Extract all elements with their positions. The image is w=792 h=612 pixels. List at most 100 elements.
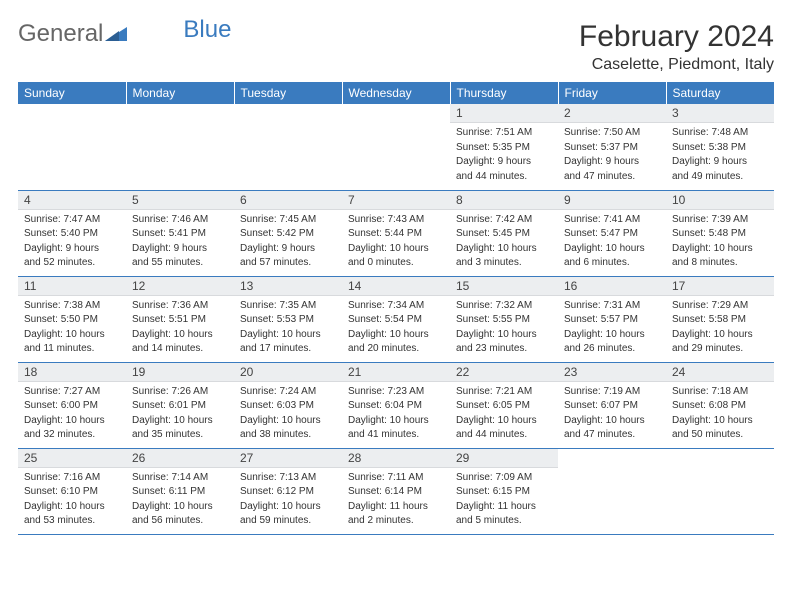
- daylight2-text: and 26 minutes.: [564, 342, 660, 356]
- daylight1-text: Daylight: 9 hours: [132, 242, 228, 256]
- sunrise-text: Sunrise: 7:24 AM: [240, 385, 336, 399]
- daylight1-text: Daylight: 10 hours: [456, 328, 552, 342]
- day-number: 28: [342, 449, 450, 468]
- daylight1-text: Daylight: 10 hours: [24, 328, 120, 342]
- daylight2-text: and 23 minutes.: [456, 342, 552, 356]
- day-number: 7: [342, 191, 450, 210]
- daylight1-text: Daylight: 9 hours: [672, 155, 768, 169]
- day-details: Sunrise: 7:11 AMSunset: 6:14 PMDaylight:…: [342, 468, 450, 533]
- sunset-text: Sunset: 6:10 PM: [24, 485, 120, 499]
- sunrise-text: Sunrise: 7:21 AM: [456, 385, 552, 399]
- sunrise-text: Sunrise: 7:35 AM: [240, 299, 336, 313]
- daylight2-text: and 47 minutes.: [564, 428, 660, 442]
- calendar-day-cell: 23Sunrise: 7:19 AMSunset: 6:07 PMDayligh…: [558, 362, 666, 448]
- day-details: Sunrise: 7:14 AMSunset: 6:11 PMDaylight:…: [126, 468, 234, 533]
- month-title: February 2024: [579, 20, 774, 54]
- weekday-header: Sunday: [18, 82, 126, 104]
- daylight2-text: and 11 minutes.: [24, 342, 120, 356]
- day-details: Sunrise: 7:47 AMSunset: 5:40 PMDaylight:…: [18, 210, 126, 275]
- calendar-day-cell: 18Sunrise: 7:27 AMSunset: 6:00 PMDayligh…: [18, 362, 126, 448]
- calendar-day-cell: ..: [342, 104, 450, 190]
- day-number: 3: [666, 104, 774, 123]
- day-number: 16: [558, 277, 666, 296]
- sunset-text: Sunset: 5:40 PM: [24, 227, 120, 241]
- daylight2-text: and 29 minutes.: [672, 342, 768, 356]
- day-number: 10: [666, 191, 774, 210]
- sunset-text: Sunset: 6:14 PM: [348, 485, 444, 499]
- day-number: 2: [558, 104, 666, 123]
- calendar-day-cell: 14Sunrise: 7:34 AMSunset: 5:54 PMDayligh…: [342, 276, 450, 362]
- calendar-day-cell: 2Sunrise: 7:50 AMSunset: 5:37 PMDaylight…: [558, 104, 666, 190]
- day-number: 24: [666, 363, 774, 382]
- sunrise-text: Sunrise: 7:09 AM: [456, 471, 552, 485]
- daylight1-text: Daylight: 10 hours: [132, 500, 228, 514]
- calendar-day-cell: 1Sunrise: 7:51 AMSunset: 5:35 PMDaylight…: [450, 104, 558, 190]
- sunset-text: Sunset: 6:08 PM: [672, 399, 768, 413]
- calendar-day-cell: 17Sunrise: 7:29 AMSunset: 5:58 PMDayligh…: [666, 276, 774, 362]
- calendar-day-cell: 7Sunrise: 7:43 AMSunset: 5:44 PMDaylight…: [342, 190, 450, 276]
- sunset-text: Sunset: 5:37 PM: [564, 141, 660, 155]
- day-details: Sunrise: 7:34 AMSunset: 5:54 PMDaylight:…: [342, 296, 450, 361]
- calendar-day-cell: 5Sunrise: 7:46 AMSunset: 5:41 PMDaylight…: [126, 190, 234, 276]
- weekday-header: Tuesday: [234, 82, 342, 104]
- sunrise-text: Sunrise: 7:14 AM: [132, 471, 228, 485]
- weekday-header: Saturday: [666, 82, 774, 104]
- day-number: 21: [342, 363, 450, 382]
- sunset-text: Sunset: 5:51 PM: [132, 313, 228, 327]
- sunrise-text: Sunrise: 7:43 AM: [348, 213, 444, 227]
- day-details: Sunrise: 7:41 AMSunset: 5:47 PMDaylight:…: [558, 210, 666, 275]
- sunset-text: Sunset: 5:48 PM: [672, 227, 768, 241]
- calendar-day-cell: 26Sunrise: 7:14 AMSunset: 6:11 PMDayligh…: [126, 448, 234, 534]
- sunset-text: Sunset: 5:41 PM: [132, 227, 228, 241]
- day-details: Sunrise: 7:42 AMSunset: 5:45 PMDaylight:…: [450, 210, 558, 275]
- day-details: Sunrise: 7:35 AMSunset: 5:53 PMDaylight:…: [234, 296, 342, 361]
- daylight2-text: and 56 minutes.: [132, 514, 228, 528]
- day-details: Sunrise: 7:19 AMSunset: 6:07 PMDaylight:…: [558, 382, 666, 447]
- sunrise-text: Sunrise: 7:18 AM: [672, 385, 768, 399]
- daylight1-text: Daylight: 9 hours: [456, 155, 552, 169]
- daylight2-text: and 44 minutes.: [456, 428, 552, 442]
- title-block: February 2024 Caselette, Piedmont, Italy: [579, 20, 774, 74]
- day-number: 8: [450, 191, 558, 210]
- sunset-text: Sunset: 5:55 PM: [456, 313, 552, 327]
- day-details: Sunrise: 7:23 AMSunset: 6:04 PMDaylight:…: [342, 382, 450, 447]
- calendar-day-cell: 24Sunrise: 7:18 AMSunset: 6:08 PMDayligh…: [666, 362, 774, 448]
- calendar-week-row: 18Sunrise: 7:27 AMSunset: 6:00 PMDayligh…: [18, 362, 774, 448]
- sunrise-text: Sunrise: 7:23 AM: [348, 385, 444, 399]
- day-number: 29: [450, 449, 558, 468]
- calendar-day-cell: ..: [558, 448, 666, 534]
- daylight2-text: and 47 minutes.: [564, 170, 660, 184]
- day-number: 17: [666, 277, 774, 296]
- day-details: Sunrise: 7:32 AMSunset: 5:55 PMDaylight:…: [450, 296, 558, 361]
- sunrise-text: Sunrise: 7:39 AM: [672, 213, 768, 227]
- day-number: 12: [126, 277, 234, 296]
- day-number: 11: [18, 277, 126, 296]
- sunrise-text: Sunrise: 7:41 AM: [564, 213, 660, 227]
- calendar-day-cell: 28Sunrise: 7:11 AMSunset: 6:14 PMDayligh…: [342, 448, 450, 534]
- brand-logo: General Blue: [18, 20, 231, 48]
- daylight2-text: and 52 minutes.: [24, 256, 120, 270]
- day-number: 9: [558, 191, 666, 210]
- day-number: 25: [18, 449, 126, 468]
- daylight1-text: Daylight: 10 hours: [672, 242, 768, 256]
- daylight1-text: Daylight: 10 hours: [240, 500, 336, 514]
- day-details: Sunrise: 7:39 AMSunset: 5:48 PMDaylight:…: [666, 210, 774, 275]
- daylight1-text: Daylight: 10 hours: [348, 242, 444, 256]
- calendar-day-cell: ..: [666, 448, 774, 534]
- sunrise-text: Sunrise: 7:42 AM: [456, 213, 552, 227]
- weekday-header: Thursday: [450, 82, 558, 104]
- calendar-day-cell: 12Sunrise: 7:36 AMSunset: 5:51 PMDayligh…: [126, 276, 234, 362]
- daylight2-text: and 2 minutes.: [348, 514, 444, 528]
- calendar-day-cell: 9Sunrise: 7:41 AMSunset: 5:47 PMDaylight…: [558, 190, 666, 276]
- calendar-table: Sunday Monday Tuesday Wednesday Thursday…: [18, 82, 774, 535]
- daylight1-text: Daylight: 10 hours: [564, 242, 660, 256]
- daylight2-text: and 59 minutes.: [240, 514, 336, 528]
- sunset-text: Sunset: 6:15 PM: [456, 485, 552, 499]
- day-details: Sunrise: 7:51 AMSunset: 5:35 PMDaylight:…: [450, 123, 558, 188]
- day-details: Sunrise: 7:36 AMSunset: 5:51 PMDaylight:…: [126, 296, 234, 361]
- sunset-text: Sunset: 6:12 PM: [240, 485, 336, 499]
- sunset-text: Sunset: 5:50 PM: [24, 313, 120, 327]
- calendar-day-cell: 29Sunrise: 7:09 AMSunset: 6:15 PMDayligh…: [450, 448, 558, 534]
- day-details: Sunrise: 7:16 AMSunset: 6:10 PMDaylight:…: [18, 468, 126, 533]
- day-details: Sunrise: 7:21 AMSunset: 6:05 PMDaylight:…: [450, 382, 558, 447]
